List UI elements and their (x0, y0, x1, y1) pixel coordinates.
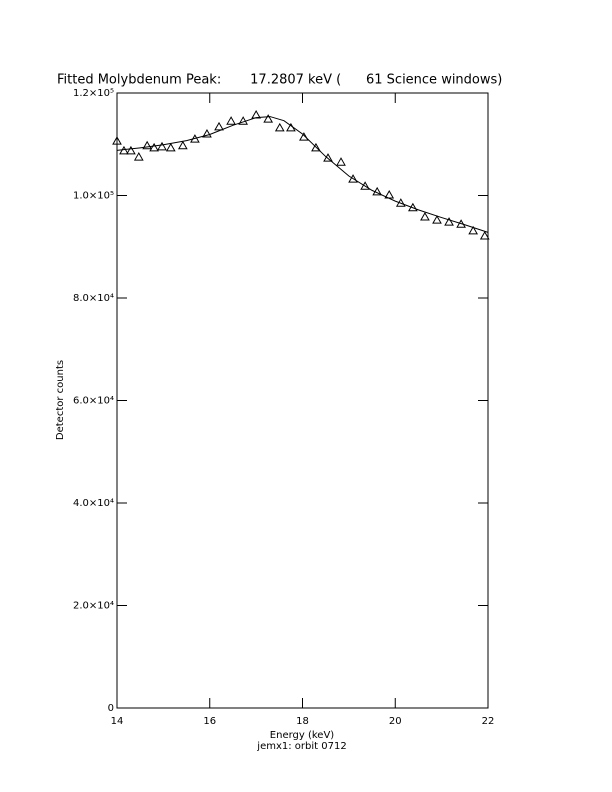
data-point (149, 142, 159, 152)
data-point (226, 116, 236, 125)
x-tick-label: 18 (296, 716, 309, 727)
data-point (444, 217, 454, 226)
data-point (348, 174, 358, 183)
chart-title: Fitted Molybdenum Peak: 17.2807 keV ( 61… (57, 73, 502, 88)
data-point (157, 141, 167, 151)
data-point (479, 230, 490, 240)
data-point (468, 225, 479, 235)
subcaption: jemx1: orbit 0712 (256, 741, 346, 752)
y-tick-label: 8.0×10⁴ (73, 293, 114, 304)
data-point (142, 140, 153, 150)
fit-curve (116, 116, 489, 233)
x-tick-label: 14 (111, 716, 124, 727)
y-tick-label: 2.0×10⁴ (73, 601, 114, 612)
data-point (336, 157, 346, 166)
data-point (202, 128, 212, 138)
data-point (323, 153, 333, 162)
data-point (238, 116, 249, 125)
data-point (133, 152, 144, 161)
y-tick-label: 6.0×10⁴ (73, 396, 114, 407)
data-point (126, 145, 136, 155)
data-point (165, 142, 176, 152)
data-point (299, 132, 309, 141)
x-axis-label: Energy (keV) (270, 730, 335, 741)
data-point (119, 145, 129, 155)
data-point (214, 121, 224, 131)
y-axis-label: Detector counts (55, 360, 66, 440)
data-point (360, 181, 370, 190)
y-tick-label: 1.0×10⁵ (73, 191, 114, 202)
data-point (311, 142, 321, 152)
y-tick-label: 4.0×10⁴ (73, 498, 114, 509)
y-tick-label: 0 (108, 703, 114, 714)
data-point (112, 136, 122, 145)
x-tick-label: 22 (482, 716, 495, 727)
data-point (177, 140, 188, 150)
x-tick-label: 20 (389, 716, 402, 727)
data-point (432, 215, 442, 224)
x-tick-label: 16 (203, 716, 216, 727)
data-point (274, 122, 285, 132)
y-tick-label: 1.2×10⁵ (73, 88, 114, 99)
data-point (420, 212, 430, 221)
data-point (263, 114, 274, 123)
